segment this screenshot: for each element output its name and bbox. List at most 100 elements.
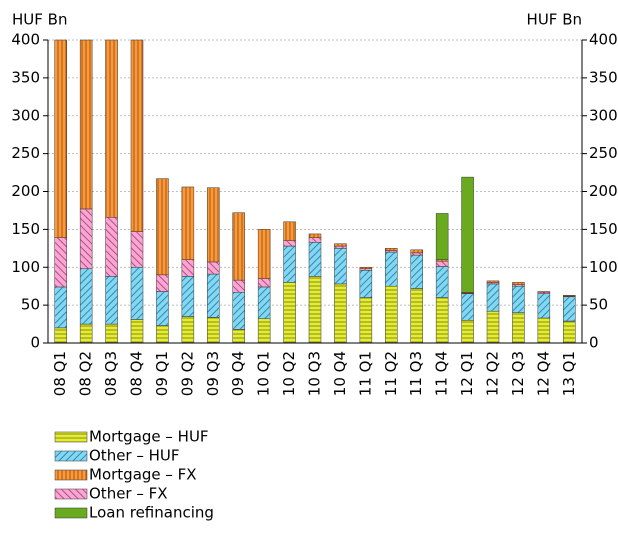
bar-hatch: [181, 276, 194, 317]
bar-hatch: [156, 291, 169, 326]
bar-hatch: [105, 276, 118, 325]
x-tick-label: 10 Q1: [255, 351, 273, 396]
y2-tick-label: 50: [589, 296, 608, 314]
bar-hatch: [359, 297, 372, 343]
bar-hatch: [232, 292, 245, 330]
bar-hatch: [359, 267, 372, 269]
bar-hatch: [232, 329, 245, 343]
x-tick-label: 13 Q1: [560, 351, 578, 396]
x-tick-label: 08 Q2: [77, 351, 95, 396]
x-tick-label: 08 Q1: [51, 351, 69, 396]
x-tick-label: 10 Q4: [331, 351, 349, 396]
bar-hatch: [410, 249, 423, 253]
y-tick-label: 0: [30, 334, 40, 352]
bar-hatch: [487, 280, 499, 283]
y2-tick-label: 150: [589, 220, 618, 238]
bar-hatch: [105, 324, 118, 343]
bar-hatch: [436, 259, 449, 262]
y2-tick-label: 100: [589, 258, 618, 276]
bar-hatch: [461, 293, 474, 294]
legend-label: Mortgage – FX: [89, 466, 197, 484]
y-tick-label: 400: [11, 31, 40, 49]
bar-hatch: [181, 316, 194, 343]
bar-hatch: [80, 268, 93, 325]
y2-tick-label: 0: [589, 334, 599, 352]
y-tick-label: 50: [21, 296, 40, 314]
y-tick-label: 350: [11, 68, 40, 86]
bar-hatch: [283, 240, 296, 247]
y2-axis-label: HUF Bn: [527, 11, 582, 29]
x-tick-label: 09 Q4: [229, 351, 247, 396]
bar-hatch: [54, 237, 67, 287]
y2-tick-label: 350: [589, 68, 618, 86]
bar-hatch: [54, 327, 67, 343]
x-tick-label: 09 Q1: [153, 351, 171, 396]
bar-hatch: [563, 296, 576, 297]
bar-hatch: [537, 291, 550, 293]
x-tick-label: 09 Q2: [178, 351, 196, 396]
bar-hatch: [131, 319, 143, 343]
bar-hatch: [232, 280, 245, 293]
bar-hatch: [487, 282, 499, 284]
bar-hatch: [258, 278, 271, 287]
bar-hatch: [563, 296, 576, 322]
legend-hatch: [55, 489, 87, 499]
bar-hatch: [410, 252, 423, 256]
bar-hatch: [461, 320, 474, 343]
bar-hatch: [436, 261, 449, 267]
bar-hatch: [436, 266, 449, 298]
x-tick-label: 12 Q1: [458, 351, 476, 396]
bar-hatch: [436, 297, 449, 343]
legend-swatch: [54, 507, 88, 519]
bar-hatch: [131, 231, 143, 268]
x-tick-label: 08 Q4: [128, 351, 146, 396]
bar-hatch: [156, 178, 169, 275]
bar-hatch: [207, 187, 220, 262]
bar-hatch: [105, 40, 118, 218]
x-tick-label: 09 Q3: [204, 351, 222, 396]
bar-hatch: [258, 318, 271, 343]
x-tick-label: 11 Q2: [382, 351, 400, 396]
bar-hatch: [385, 286, 398, 343]
bar-hatch: [512, 284, 525, 287]
bar-hatch: [537, 318, 550, 343]
bar-hatch: [258, 229, 271, 279]
bar-hatch: [537, 292, 550, 294]
bar-hatch: [105, 217, 118, 277]
bar-hatch: [80, 324, 93, 343]
x-tick-label: 11 Q1: [356, 351, 374, 396]
bar-hatch: [487, 311, 499, 343]
bar-hatch: [131, 267, 143, 320]
bar-hatch: [537, 293, 550, 319]
legend-hatch: [55, 470, 87, 480]
bar-hatch: [563, 295, 576, 297]
bar-hatch: [359, 270, 372, 298]
bar-hatch: [487, 283, 499, 312]
y-tick-label: 100: [11, 258, 40, 276]
x-tick-label: 12 Q3: [509, 351, 527, 396]
legend-label: Loan refinancing: [89, 504, 214, 522]
bar-hatch: [80, 208, 93, 269]
bar-hatch: [207, 261, 220, 275]
x-tick-label: 10 Q2: [280, 351, 298, 396]
legend-hatch: [55, 451, 87, 461]
bar-hatch: [309, 276, 321, 343]
bar-hatch: [80, 40, 93, 209]
bar-hatch: [359, 268, 372, 271]
bar-hatch: [309, 242, 321, 277]
bar-hatch: [309, 233, 321, 238]
y-tick-label: 150: [11, 220, 40, 238]
bar-hatch: [410, 288, 423, 343]
bar-segment: [435, 213, 449, 260]
bar-hatch: [385, 250, 398, 253]
y2-tick-label: 250: [589, 144, 618, 162]
bar-hatch: [385, 252, 398, 287]
bar-hatch: [131, 40, 143, 232]
legend-hatch: [55, 432, 87, 442]
bar-hatch: [512, 286, 525, 313]
bar-hatch: [512, 312, 525, 343]
y-tick-label: 300: [11, 106, 40, 124]
bar-hatch: [309, 237, 321, 243]
